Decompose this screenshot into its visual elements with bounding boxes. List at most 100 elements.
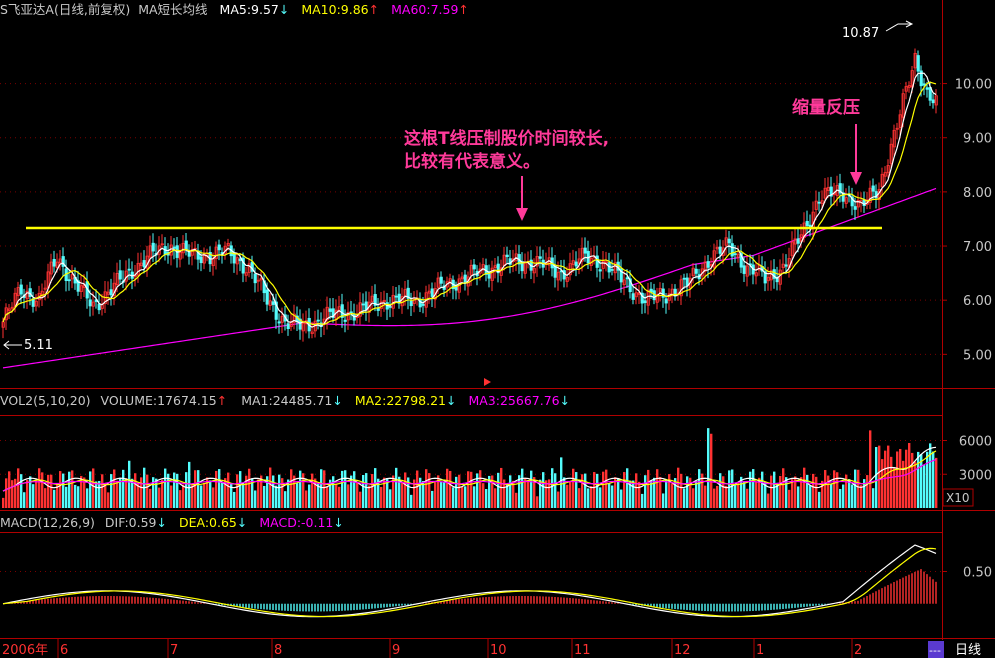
volume-bar: [386, 478, 389, 508]
volume-bar: [440, 481, 443, 508]
volume-bar: [794, 476, 797, 508]
volume-bar: [911, 452, 914, 508]
candle-body: [49, 261, 53, 275]
volume-bar: [806, 474, 809, 508]
candle-body: [331, 308, 335, 318]
indicator-name: MA短长均线: [138, 2, 208, 17]
volume-bar: [923, 465, 926, 508]
volume-bar: [908, 443, 911, 508]
volume-bar: [164, 468, 167, 508]
volume-bar: [59, 471, 62, 508]
volume-bar: [137, 482, 140, 508]
vol-ma1-arrow: ↓: [332, 393, 342, 408]
volume-tick-label: 3000: [959, 468, 992, 483]
macd-tick-label: 0.50: [963, 565, 992, 580]
period-marker[interactable]: [928, 641, 944, 658]
volume-bar: [749, 471, 752, 508]
candle-body: [79, 285, 83, 292]
volume-bar: [299, 470, 302, 508]
volume-bar: [212, 487, 215, 508]
volume-bar: [260, 475, 263, 508]
volume-bar: [404, 472, 407, 508]
candle-body: [277, 321, 281, 324]
volume-bar: [410, 494, 413, 508]
candle-body: [349, 311, 353, 314]
volume-bar: [32, 484, 35, 508]
volume-bar: [725, 485, 728, 508]
candle-body: [619, 268, 623, 283]
volume-bar: [380, 486, 383, 508]
candle-body: [388, 306, 392, 308]
volume-bar: [524, 478, 527, 508]
volume-bar: [281, 478, 284, 508]
candle-body: [361, 303, 365, 306]
period-label[interactable]: 日线: [955, 643, 981, 658]
volume-bar: [557, 491, 560, 508]
macd-value: MACD:-0.11: [259, 515, 333, 530]
candle-body: [556, 271, 560, 281]
volume-bar: [44, 488, 47, 508]
candle-body: [271, 301, 275, 305]
volume-bar: [536, 496, 539, 508]
volume-bar: [326, 486, 329, 508]
volume-bar: [74, 484, 77, 508]
volume-bar: [689, 477, 692, 508]
candle-body: [796, 238, 800, 244]
volume-bar: [116, 480, 119, 508]
volume-unit: X10: [946, 491, 970, 505]
macd-arrow: ↓: [333, 515, 343, 530]
volume-bar: [617, 478, 620, 508]
ma60-line: [2, 187, 937, 369]
volume-bar: [398, 476, 401, 508]
volume-bar: [305, 490, 308, 508]
candle-body: [538, 256, 542, 259]
candle-body: [160, 243, 164, 246]
volume-bar: [140, 477, 143, 508]
volume-bar: [65, 486, 68, 508]
candle-body: [565, 276, 569, 282]
candle-body: [784, 264, 788, 267]
volume-bar: [881, 459, 884, 508]
volume-bar: [671, 483, 674, 508]
scroll-marker-icon[interactable]: [484, 378, 491, 386]
volume-bar: [737, 482, 740, 508]
volume-bar: [482, 483, 485, 508]
volume-bar: [56, 484, 59, 508]
candle-body: [622, 279, 626, 286]
candle-body: [883, 172, 887, 177]
volume-bar: [647, 469, 650, 508]
volume-bar: [581, 474, 584, 508]
candle-body: [793, 238, 797, 245]
volume-indicator-name: VOL2(5,10,20): [0, 393, 91, 408]
candle-body: [580, 247, 584, 262]
volume-bar: [287, 479, 290, 508]
candle-body: [850, 196, 854, 207]
candle-body: [436, 277, 440, 288]
volume-bar: [782, 468, 785, 508]
volume-bar: [191, 485, 194, 508]
ma10-arrow: ↑: [369, 2, 379, 17]
candle-body: [301, 322, 305, 332]
volume-bar: [770, 475, 773, 508]
candle-body: [532, 267, 536, 274]
volume-bar: [476, 473, 479, 508]
candle-body: [718, 246, 722, 254]
ma60-value: MA60:7.59: [391, 2, 458, 17]
candle-body: [91, 301, 95, 307]
volume-bar: [743, 481, 746, 508]
candle-body: [88, 299, 92, 307]
volume-bar: [146, 474, 149, 508]
volume-bar: [320, 469, 323, 508]
vol-ma3-arrow: ↓: [560, 393, 570, 408]
volume-bar: [128, 460, 131, 508]
candle-body: [886, 165, 890, 174]
volume-bar: [680, 473, 683, 508]
volume-bar: [425, 469, 428, 508]
volume-bar: [113, 469, 116, 508]
candle-body: [253, 273, 257, 284]
volume-bar: [824, 470, 827, 508]
volume-bar: [851, 484, 854, 508]
volume-bar: [845, 474, 848, 508]
volume-bar: [920, 454, 923, 508]
candle-body: [934, 95, 938, 106]
